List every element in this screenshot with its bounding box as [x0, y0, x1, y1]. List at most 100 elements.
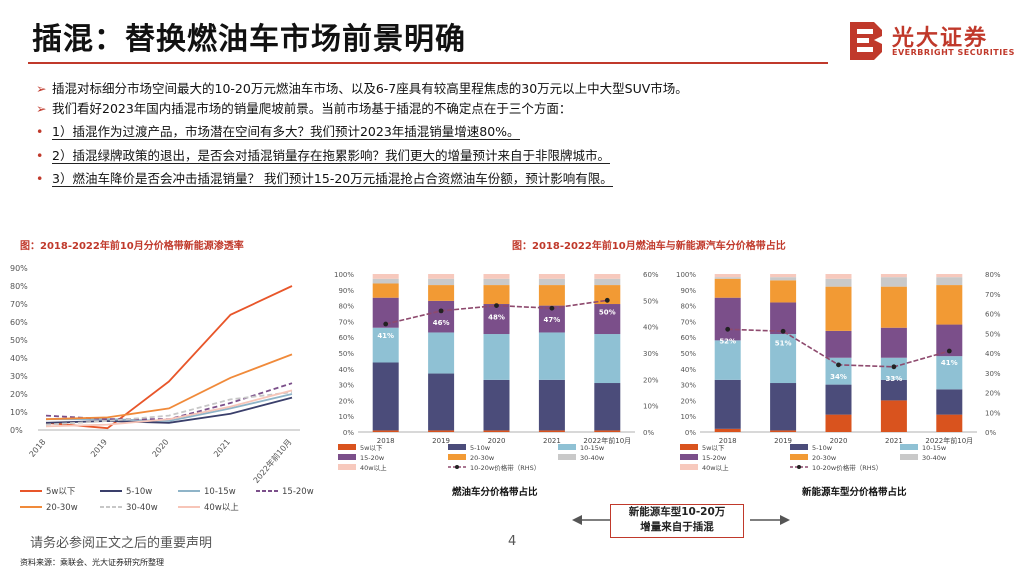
bullet-item: • 3）燃油车降价是否会冲击插混销量？ 我们预计15-20万元插混抢占合资燃油车份… — [36, 171, 613, 187]
legend-label: 30-40w — [922, 454, 947, 462]
rhs-point — [383, 321, 389, 327]
legend-label: 15-20w — [282, 487, 314, 497]
stacked-bar-segment — [428, 278, 455, 286]
stacked-bar-segment — [936, 285, 963, 325]
stacked-bar-segment — [594, 430, 621, 432]
stacked-bar-segment — [770, 334, 797, 384]
rhs-data-label: 51% — [775, 339, 792, 347]
stacked-bar-segment — [428, 373, 455, 431]
rhs-point — [438, 308, 444, 314]
legend-label: 10-15w — [922, 444, 947, 452]
y-tick-label: 90% — [338, 287, 354, 295]
rhs-data-label: 33% — [886, 375, 903, 383]
stacked-bar-segment — [825, 357, 852, 385]
stacked-bar-segment — [372, 274, 399, 279]
stacked-bar-segment — [372, 430, 399, 432]
legend-swatch — [558, 454, 576, 460]
y-tick-label: 30% — [10, 372, 28, 381]
legend-swatch-dot — [455, 465, 459, 469]
stacked-bar-segment — [483, 430, 510, 432]
y-tick-label: 80% — [338, 303, 354, 311]
stacked-bar-segment — [880, 277, 907, 287]
rhs-tick-label: 30% — [985, 370, 1001, 378]
stacked-bar-segment — [825, 274, 852, 279]
stacked-bar-segment — [483, 379, 510, 431]
stacked-bar-segment — [538, 274, 565, 279]
y-tick-label: 0% — [685, 429, 696, 437]
rhs-data-label: 50% — [599, 308, 616, 316]
rhs-point — [891, 364, 897, 370]
legend-label: 40w以上 — [204, 503, 239, 513]
legend-label: 40w以上 — [702, 463, 729, 472]
stacked-bar-segment — [538, 332, 565, 380]
series-line — [45, 285, 293, 430]
stacked-bar-segment — [936, 356, 963, 390]
ice-stacked-bar-chart: 0% 10% 20% 30% 40% 50% 60% 70% 80% 90% 100% 0% 10% 20… — [334, 271, 659, 472]
rhs-tick-label: 50% — [985, 330, 1001, 338]
title-divider — [28, 62, 828, 64]
stacked-bar-segment — [770, 280, 797, 303]
stacked-bar-segment — [825, 384, 852, 415]
series-line — [45, 391, 293, 426]
stacked-bar-segment — [936, 414, 963, 432]
y-tick-label: 40% — [680, 366, 696, 374]
series-line — [46, 393, 293, 422]
legend-label: 30-40w — [580, 454, 605, 462]
stacked-bar-segment — [372, 362, 399, 431]
legend-label: 10-20w价格带（RHS） — [470, 463, 540, 472]
x-tick-label: 2018 — [28, 438, 48, 459]
x-tick-label: 2020 — [151, 438, 171, 459]
y-tick-label: 20% — [338, 397, 354, 405]
legend-swatch — [558, 444, 576, 450]
stacked-bar-segment — [880, 379, 907, 401]
bullet-item: ➢ 插混对标细分市场空间最大的10-20万元燃油车市场、以及6-7座具有较高里程焦… — [36, 81, 688, 96]
legend-label: 5-10w — [470, 444, 491, 452]
rhs-point — [836, 362, 841, 368]
legend-swatch — [448, 444, 466, 450]
rhs-data-label: 46% — [433, 319, 450, 327]
stacked-bar-segment — [825, 286, 852, 331]
stacked-bar-segment — [538, 285, 565, 306]
stacked-bar-segment — [714, 278, 741, 298]
y-tick-label: 0% — [10, 426, 23, 435]
rhs-tick-label: 0% — [985, 429, 996, 437]
stacked-bar-segment — [770, 277, 797, 281]
x-tick-label: 2019 — [89, 438, 109, 459]
y-tick-label: 10% — [10, 408, 28, 417]
legend-swatch — [680, 444, 698, 450]
stacked-bar-segment — [825, 414, 852, 432]
y-tick-label: 10% — [680, 413, 696, 421]
legend-label: 20-30w — [46, 503, 78, 513]
stacked-bar-segment — [936, 277, 963, 286]
series-line — [45, 382, 293, 421]
x-tick-label: 2018 — [377, 437, 395, 445]
rhs-tick-label: 70% — [985, 291, 1001, 299]
y-tick-label: 40% — [10, 354, 28, 363]
series-line — [45, 389, 293, 428]
stacked-bar-segment — [428, 285, 455, 301]
stacked-bar-segment — [880, 274, 907, 278]
stacked-bar-segment — [880, 400, 907, 432]
stacked-bar-segment — [825, 278, 852, 287]
rhs-data-label: 52% — [719, 337, 736, 345]
stacked-bar-segment — [483, 274, 510, 279]
stacked-bar-segment — [372, 278, 399, 284]
disclaimer-text: 请务必参阅正文之后的重要声明 — [30, 536, 213, 551]
y-tick-label: 20% — [680, 397, 696, 405]
rhs-tick-label: 10% — [985, 409, 1001, 417]
source-note: 资料来源：乘联会、光大证券研究所整理 — [20, 558, 164, 567]
y-tick-label: 20% — [10, 390, 28, 399]
stacked-bar-segment — [594, 383, 621, 431]
bullet-item: • 1）插混作为过渡产品，市场潜在空间有多大？我们预计2023年插混销量增速80%… — [36, 124, 520, 140]
logo-text-en: EVERBRIGHT SECURITIES — [892, 48, 1015, 57]
y-tick-label: 100% — [676, 271, 696, 279]
nev-chart-subcaption: 新能源车型分价格带占比 — [802, 487, 907, 498]
page-title: 插混：替换燃油车市场前景明确 — [32, 22, 466, 57]
rhs-data-label: 48% — [488, 314, 505, 322]
legend-label: 5w以下 — [360, 444, 383, 452]
stacked-bar-segment — [936, 274, 963, 278]
stacked-bar-segment — [594, 278, 621, 286]
legend-label: 20-30w — [812, 454, 837, 462]
legend-label: 20-30w — [470, 454, 495, 462]
legend-label: 5w以下 — [46, 487, 76, 497]
